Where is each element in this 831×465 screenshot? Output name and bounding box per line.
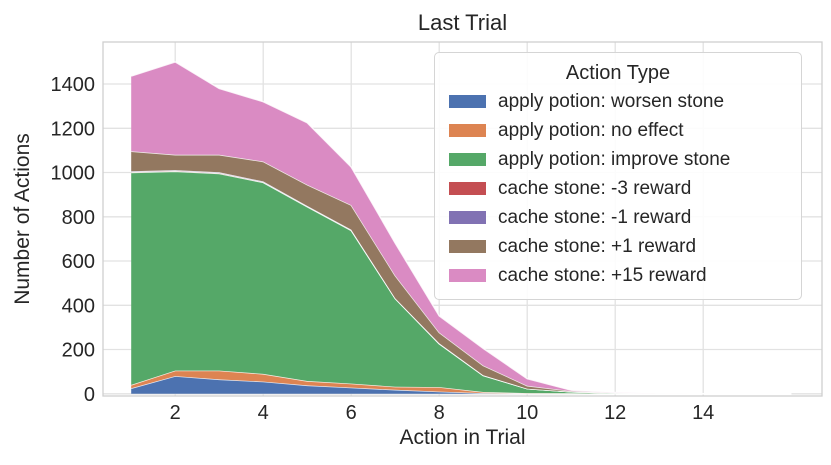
legend-item-label: cache stone: -3 reward [498, 177, 692, 199]
y-tick-label: 1000 [51, 163, 96, 185]
x-tick-label: 4 [258, 402, 269, 424]
chart-title: Last Trial [417, 10, 508, 35]
legend-item-label: apply potion: no effect [498, 119, 684, 141]
legend-item-label: cache stone: +1 reward [498, 235, 697, 257]
legend-swatch [449, 95, 486, 108]
plot-border [102, 41, 823, 397]
legend-item-label: cache stone: +15 reward [498, 264, 707, 286]
area-apply-potion-improve-stone [131, 171, 792, 394]
legend-swatch [449, 182, 486, 195]
area-cache-stone-+15-reward [131, 61, 792, 394]
legend-title: Action Type [565, 62, 671, 84]
legend-item: apply potion: improve stone [435, 145, 801, 174]
legend-swatch [449, 153, 486, 166]
y-tick-label: 0 [84, 384, 95, 406]
legend: Action Type apply potion: worsen stone a… [434, 52, 802, 300]
x-axis-label: Action in Trial [399, 426, 526, 449]
legend-item: cache stone: +15 reward [435, 261, 801, 290]
x-tick-label: 10 [516, 402, 538, 424]
y-axis-label: Number of Actions [11, 133, 34, 305]
legend-item: cache stone: -3 reward [435, 174, 801, 203]
legend-swatch [449, 240, 486, 253]
legend-item: cache stone: -1 reward [435, 203, 801, 232]
legend-swatch [449, 211, 486, 224]
x-tick-label: 8 [434, 402, 445, 424]
legend-item-label: cache stone: -1 reward [498, 206, 692, 228]
legend-item: cache stone: +1 reward [435, 232, 801, 261]
y-tick-label: 1200 [51, 118, 96, 140]
area-apply-potion-worsen-stone [131, 376, 792, 394]
y-tick-label: 1400 [51, 74, 96, 96]
x-tick-label: 6 [346, 402, 357, 424]
area-edge [130, 61, 792, 395]
legend-item: apply potion: worsen stone [435, 87, 801, 116]
y-tick-label: 600 [62, 251, 95, 273]
x-tick-label: 14 [692, 402, 714, 424]
legend-item-label: apply potion: improve stone [498, 148, 731, 170]
x-tick-label: 2 [170, 402, 181, 424]
legend-swatch [449, 269, 486, 282]
legend-item: apply potion: no effect [435, 116, 801, 145]
x-tick-label: 12 [604, 402, 626, 424]
legend-item-label: apply potion: worsen stone [498, 90, 725, 112]
y-tick-label: 800 [62, 207, 95, 229]
y-tick-label: 200 [62, 340, 95, 362]
y-tick-label: 400 [62, 295, 95, 317]
area-apply-potion-no-effect [131, 370, 792, 394]
legend-swatch [449, 124, 486, 137]
